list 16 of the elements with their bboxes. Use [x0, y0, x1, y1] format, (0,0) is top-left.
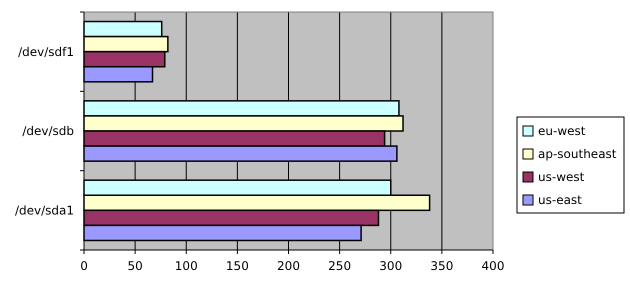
x-tick-label: 150	[226, 259, 249, 273]
x-tick-label: 400	[482, 259, 504, 273]
legend-label: eu-west	[538, 124, 586, 138]
x-tick-label: 300	[379, 259, 402, 273]
x-tick-label: 200	[277, 259, 300, 273]
y-tick-label: /dev/sdb	[22, 124, 74, 138]
x-tick-label: 50	[127, 259, 143, 273]
legend-label: us-west	[538, 170, 585, 184]
legend-label: us-east	[538, 193, 582, 208]
x-tick-label: 250	[328, 259, 352, 273]
legend-label: ap-southeast	[538, 147, 617, 162]
x-tick-label: 350	[430, 259, 454, 273]
x-tick-label: 0	[80, 259, 88, 273]
y-tick-label: /dev/sdf1	[18, 44, 74, 59]
y-tick-label: /dev/sda1	[14, 204, 74, 218]
x-tick-label: 100	[174, 259, 198, 273]
